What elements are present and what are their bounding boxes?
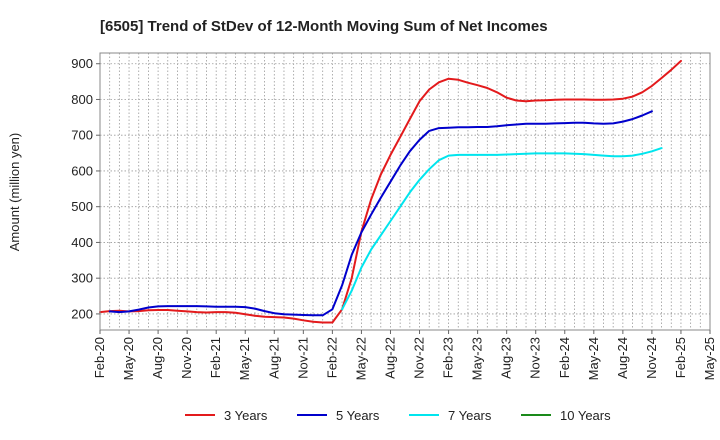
x-tick-label: Nov-23 xyxy=(528,337,543,379)
x-tick-label: May-24 xyxy=(586,337,601,380)
x-tick-label: Feb-20 xyxy=(92,337,107,378)
legend-label: 5 Years xyxy=(336,408,380,423)
x-tick-label: Aug-21 xyxy=(266,337,281,379)
x-tick-label: May-21 xyxy=(237,337,252,380)
x-tick-label: Aug-24 xyxy=(615,337,630,379)
y-tick-label: 400 xyxy=(71,235,93,250)
y-tick-label: 800 xyxy=(71,92,93,107)
x-tick-label: May-22 xyxy=(353,337,368,380)
grid-lines xyxy=(99,53,711,330)
x-tick-label: May-25 xyxy=(702,337,717,380)
series-line-3 xyxy=(341,147,663,311)
y-tick-label: 300 xyxy=(71,271,93,286)
x-tick-label: Feb-25 xyxy=(673,337,688,378)
x-tick-label: Feb-24 xyxy=(557,337,572,378)
chart-title: [6505] Trend of StDev of 12-Month Moving… xyxy=(100,18,548,35)
x-axis: Feb-20 May-20 Aug-20 Nov-20 Feb-21 May-21 Aug-… xyxy=(92,330,717,380)
x-tick-label: Aug-20 xyxy=(150,337,165,379)
x-tick-label: Nov-20 xyxy=(179,337,194,379)
x-tick-label: Feb-21 xyxy=(208,337,223,378)
x-tick-label: Nov-22 xyxy=(412,337,427,379)
x-tick-label: Nov-21 xyxy=(295,337,310,379)
legend-label: 10 Years xyxy=(560,408,611,423)
x-tick-label: Nov-24 xyxy=(644,337,659,379)
plot-frame xyxy=(99,52,711,331)
y-tick-label: 200 xyxy=(71,306,93,321)
series-line-1 xyxy=(99,59,682,324)
x-tick-label: Aug-22 xyxy=(382,337,397,379)
legend: 3 Years 5 Years 7 Years 10 Years xyxy=(185,408,611,423)
x-tick-label: Feb-23 xyxy=(441,337,456,378)
legend-label: 7 Years xyxy=(448,408,492,423)
y-axis-label: Amount (million yen) xyxy=(7,133,22,252)
y-tick-label: 700 xyxy=(71,128,93,143)
legend-label: 3 Years xyxy=(224,408,268,423)
x-tick-label: Aug-23 xyxy=(499,337,514,379)
y-axis: 200 300 400 500 600 700 800 900 xyxy=(71,56,100,321)
series-line-2 xyxy=(108,110,653,317)
y-tick-label: 900 xyxy=(71,56,93,71)
y-tick-label: 500 xyxy=(71,199,93,214)
series-layer xyxy=(99,59,682,324)
x-tick-label: May-20 xyxy=(121,337,136,380)
x-tick-label: May-23 xyxy=(470,337,485,380)
y-tick-label: 600 xyxy=(71,163,93,178)
x-tick-label: Feb-22 xyxy=(324,337,339,378)
